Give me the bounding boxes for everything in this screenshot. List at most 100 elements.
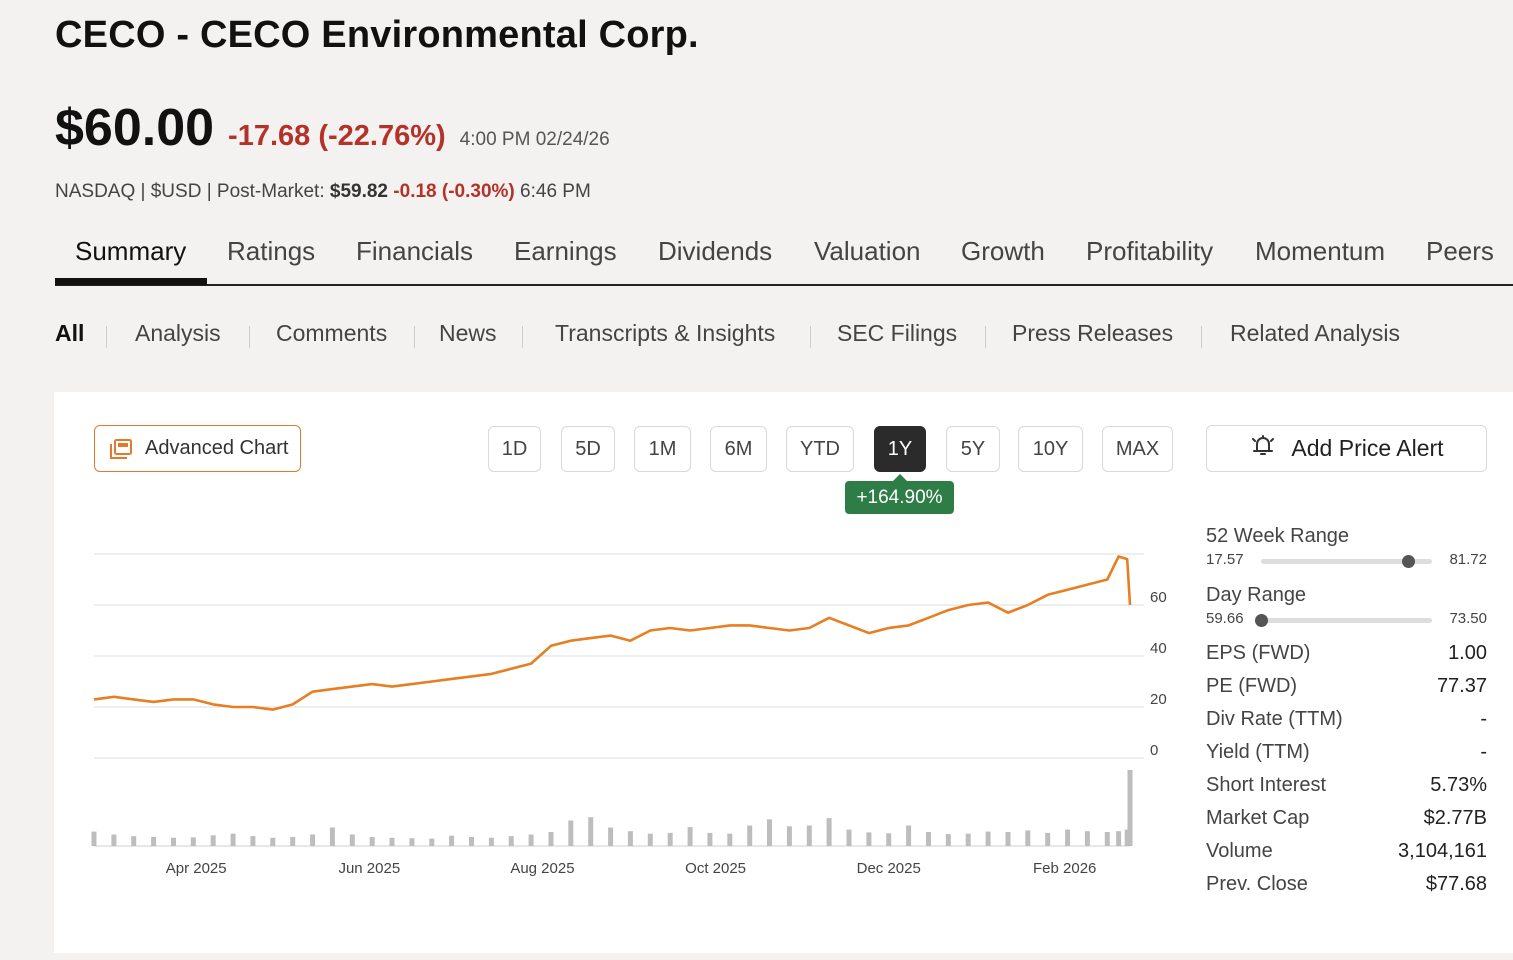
volume-bar (667, 832, 673, 846)
tab-ratings[interactable]: Ratings (227, 236, 316, 266)
range-ytd-button[interactable]: YTD (786, 426, 854, 472)
volume-bar (369, 837, 375, 846)
stat-label: Prev. Close (1206, 873, 1308, 895)
volume-bar (349, 834, 355, 846)
volume-bar (1124, 829, 1130, 846)
tab-valuation[interactable]: Valuation (814, 236, 921, 266)
stat-label: Market Cap (1206, 807, 1310, 829)
post-market-info: NASDAQ | $USD | Post-Market: $59.82 -0.1… (55, 181, 591, 203)
volume-bar (1045, 832, 1051, 846)
stat-value: 5.73% (1430, 774, 1487, 796)
volume-bar (131, 836, 137, 846)
volume-bar (290, 837, 296, 846)
key-stats: 52 Week Range 17.57 81.72 Day Range 59.6… (1206, 525, 1487, 901)
stat-row-market-cap: Market Cap $2.77B (1206, 802, 1487, 835)
filter-all[interactable]: All (55, 320, 85, 346)
volume-bar (270, 837, 276, 846)
filter-press-releases[interactable]: Press Releases (1012, 320, 1174, 346)
volume-bar (926, 832, 931, 846)
stat-row-short-interest: Short Interest 5.73% (1206, 769, 1487, 802)
range-track (1261, 618, 1432, 623)
range-1m-button[interactable]: 1M (634, 426, 691, 472)
filter-news[interactable]: News (439, 320, 497, 346)
52-week-range-slider: 17.57 81.72 (1206, 550, 1487, 570)
volume-bar (1005, 832, 1011, 846)
volume-bar (846, 829, 852, 846)
price-change: -17.68 (-22.76%) (228, 120, 446, 152)
volume-bar (767, 819, 772, 846)
exchange-info: NASDAQ | $USD | Post-Market: (55, 181, 325, 202)
divider (106, 326, 107, 348)
content-filter-nav: All Analysis Comments News Transcripts &… (55, 318, 1455, 350)
filter-related-analysis[interactable]: Related Analysis (1230, 320, 1401, 346)
volume-bar (409, 838, 415, 846)
stat-label: Div Rate (TTM) (1206, 708, 1343, 730)
x-tick-label: Aug 2025 (510, 860, 574, 877)
volume-bar (945, 834, 951, 846)
volume-bar (190, 837, 196, 846)
volume-bar (806, 825, 812, 846)
volume-bar (965, 833, 971, 846)
tab-dividends[interactable]: Dividends (658, 236, 773, 266)
volume-bar (1084, 831, 1090, 846)
post-market-price: $59.82 (329, 181, 389, 202)
stat-label: Yield (TTM) (1206, 741, 1310, 763)
divider (985, 326, 986, 348)
volume-bar (210, 835, 216, 846)
stat-row-volume: Volume 3,104,161 (1206, 835, 1487, 868)
filter-transcripts[interactable]: Transcripts & Insights (555, 320, 776, 346)
range-1d-button[interactable]: 1D (488, 426, 541, 472)
volume-bar (906, 825, 912, 846)
stat-row-pe: PE (FWD) 77.37 (1206, 670, 1487, 703)
add-price-alert-label: Add Price Alert (1291, 435, 1444, 461)
filter-sec-filings[interactable]: SEC Filings (837, 320, 958, 346)
add-price-alert-button[interactable]: Add Price Alert (1206, 425, 1487, 472)
volume-bar (250, 836, 256, 846)
y-tick-label: 20 (1150, 691, 1167, 708)
volume-bar (329, 827, 335, 846)
range-max-button[interactable]: MAX (1102, 426, 1173, 472)
filter-analysis[interactable]: Analysis (135, 320, 221, 346)
price-time: 4:00 PM 02/24/26 (459, 129, 610, 150)
volume-bar (588, 817, 594, 846)
volume-bar (171, 837, 176, 846)
volume-bar (1025, 830, 1031, 846)
advanced-chart-button[interactable]: Advanced Chart (94, 425, 301, 472)
day-high: 73.50 (1449, 610, 1487, 627)
post-market-time: 6:46 PM (520, 181, 591, 202)
volume-bar (230, 833, 236, 846)
range-10y-button[interactable]: 10Y (1018, 426, 1083, 472)
range-marker (1402, 555, 1416, 568)
range-6m-button[interactable]: 6M (710, 426, 767, 472)
range-5d-button[interactable]: 5D (561, 426, 615, 472)
volume-bar (111, 834, 117, 846)
tab-momentum[interactable]: Momentum (1255, 236, 1386, 266)
x-tick-label: Feb 2026 (1033, 860, 1096, 877)
volume-bar (886, 833, 892, 846)
stat-value: $2.77B (1423, 807, 1487, 829)
current-price: $60.00 (55, 99, 215, 157)
x-tick-label: Dec 2025 (857, 860, 921, 877)
filter-comments[interactable]: Comments (276, 320, 388, 346)
tab-profitability[interactable]: Profitability (1086, 236, 1214, 266)
tab-earnings[interactable]: Earnings (514, 236, 617, 266)
tab-peers[interactable]: Peers (1426, 236, 1494, 266)
volume-bar (826, 818, 832, 846)
day-range-slider: 59.66 73.50 (1206, 609, 1487, 629)
divider (414, 326, 415, 348)
x-tick-label: Oct 2025 (685, 860, 746, 877)
advanced-chart-label: Advanced Chart (145, 437, 289, 459)
volume-bar (647, 833, 653, 846)
volume-bar (687, 827, 693, 846)
x-tick-label: Apr 2025 (166, 860, 227, 877)
divider (522, 326, 523, 348)
tab-financials[interactable]: Financials (356, 236, 474, 266)
tab-growth[interactable]: Growth (961, 236, 1045, 266)
tab-summary[interactable]: Summary (75, 236, 187, 266)
range-1y-button[interactable]: 1Y (874, 426, 926, 472)
volume-bar (985, 831, 991, 846)
bell-icon (1249, 433, 1277, 465)
range-5y-button[interactable]: 5Y (946, 426, 1000, 472)
divider (810, 326, 811, 348)
range-marker (1255, 614, 1268, 627)
